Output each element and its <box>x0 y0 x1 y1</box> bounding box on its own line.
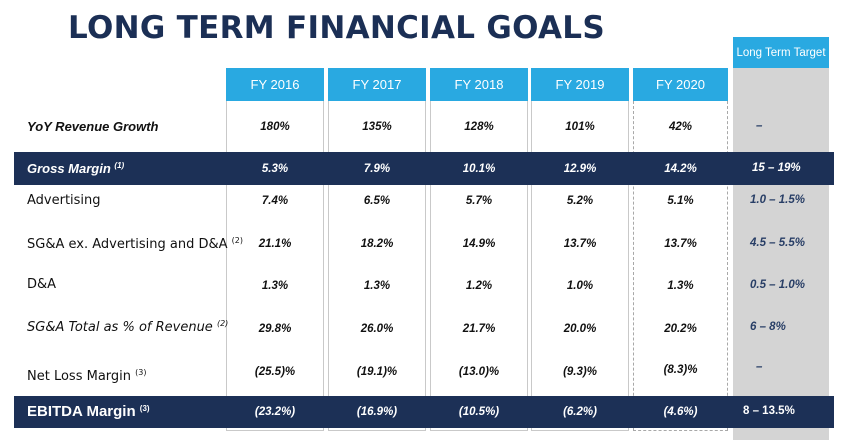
value-sga-total-fy2020: 20.2% <box>664 323 697 335</box>
row-label-gross-margin: Gross Margin (1) <box>27 161 125 176</box>
value-ebitda-fy2020: (4.6%) <box>663 406 698 418</box>
value-yoy-fy2018: 128% <box>464 121 494 133</box>
value-net-loss-fy2019: (9.3)% <box>563 366 597 378</box>
value-da-fy2018: 1.2% <box>465 280 493 292</box>
value-gross-margin-fy2017: 7.9% <box>363 163 391 175</box>
value-ebitda-fy2018: (10.5%) <box>458 406 500 418</box>
value-net-loss-fy2020: (8.3)% <box>663 364 698 376</box>
row-label-yoy-revenue-growth: YoY Revenue Growth <box>27 119 159 134</box>
value-sga-ex-fy2017: 18.2% <box>360 238 394 250</box>
value-net-loss-fy2017: (19.1)% <box>356 366 398 378</box>
value-yoy-fy2017: 135% <box>362 121 392 133</box>
target-da: 0.5 – 1.0% <box>750 279 805 291</box>
value-advertising-fy2019: 5.2% <box>566 195 594 207</box>
value-ebitda-fy2017: (16.9%) <box>356 406 398 418</box>
value-da-fy2020: 1.3% <box>667 280 694 292</box>
row-label-net-loss-margin: Net Loss Margin (3) <box>27 368 147 384</box>
value-da-fy2016: 1.3% <box>261 280 289 292</box>
value-sga-total-fy2017: 26.0% <box>360 323 394 335</box>
target-sga-ex: 4.5 – 5.5% <box>750 237 805 249</box>
value-da-fy2019: 1.0% <box>566 280 594 292</box>
value-net-loss-fy2018: (13.0)% <box>458 366 500 378</box>
year-header-fy2020: FY 2020 <box>633 68 728 101</box>
row-label-sga-ex-advertising: SG&A ex. Advertising and D&A (2) <box>27 236 244 252</box>
value-sga-total-fy2018: 21.7% <box>462 323 496 335</box>
value-advertising-fy2017: 6.5% <box>363 195 391 207</box>
target-ebitda: 8 – 13.5% <box>743 405 795 417</box>
row-label-ebitda-margin: EBITDA Margin (3) <box>27 403 150 420</box>
value-advertising-fy2020: 5.1% <box>667 195 694 207</box>
target-column-header: Long Term Target <box>733 37 829 68</box>
value-sga-ex-fy2018: 14.9% <box>462 238 496 250</box>
column-frame-fy2017 <box>328 101 426 431</box>
value-sga-ex-fy2020: 13.7% <box>664 238 697 250</box>
target-gross-margin: 15 – 19% <box>752 162 801 174</box>
value-gross-margin-fy2016: 5.3% <box>261 163 289 175</box>
value-advertising-fy2018: 5.7% <box>465 195 493 207</box>
target-yoy: – <box>756 120 763 132</box>
value-net-loss-fy2016: (25.5)% <box>254 366 296 378</box>
year-header-fy2017: FY 2017 <box>328 68 426 101</box>
value-yoy-fy2019: 101% <box>565 121 595 133</box>
column-frame-fy2020 <box>633 101 728 431</box>
target-sga-total: 6 – 8% <box>750 321 786 333</box>
row-label-advertising: Advertising <box>27 193 101 208</box>
column-frame-fy2016 <box>226 101 324 431</box>
value-sga-ex-fy2019: 13.7% <box>563 238 597 250</box>
ebitda-margin-band <box>14 396 834 428</box>
column-frame-fy2018 <box>430 101 528 431</box>
year-header-fy2018: FY 2018 <box>430 68 528 101</box>
value-sga-total-fy2016: 29.8% <box>258 323 292 335</box>
page-title: LONG TERM FINANCIAL GOALS <box>68 10 605 46</box>
value-ebitda-fy2016: (23.2%) <box>254 406 296 418</box>
value-yoy-fy2020: 42% <box>668 121 693 133</box>
row-label-sga-total: SG&A Total as % of Revenue (2) <box>27 319 229 335</box>
gross-margin-band <box>14 152 834 185</box>
year-header-fy2019: FY 2019 <box>531 68 629 101</box>
year-header-fy2016: FY 2016 <box>226 68 324 101</box>
value-gross-margin-fy2018: 10.1% <box>462 163 496 175</box>
target-net-loss: – <box>756 361 763 373</box>
value-yoy-fy2016: 180% <box>260 121 290 133</box>
row-label-d-and-a: D&A <box>27 277 57 292</box>
value-da-fy2017: 1.3% <box>363 280 391 292</box>
column-frame-fy2019 <box>531 101 629 431</box>
value-gross-margin-fy2019: 12.9% <box>563 163 597 175</box>
value-gross-margin-fy2020: 14.2% <box>664 163 697 175</box>
value-ebitda-fy2019: (6.2%) <box>563 406 597 418</box>
target-column-background <box>733 60 829 440</box>
value-advertising-fy2016: 7.4% <box>261 195 289 207</box>
value-sga-ex-fy2016: 21.1% <box>258 238 292 250</box>
target-advertising: 1.0 – 1.5% <box>750 194 805 206</box>
value-sga-total-fy2019: 20.0% <box>563 323 597 335</box>
